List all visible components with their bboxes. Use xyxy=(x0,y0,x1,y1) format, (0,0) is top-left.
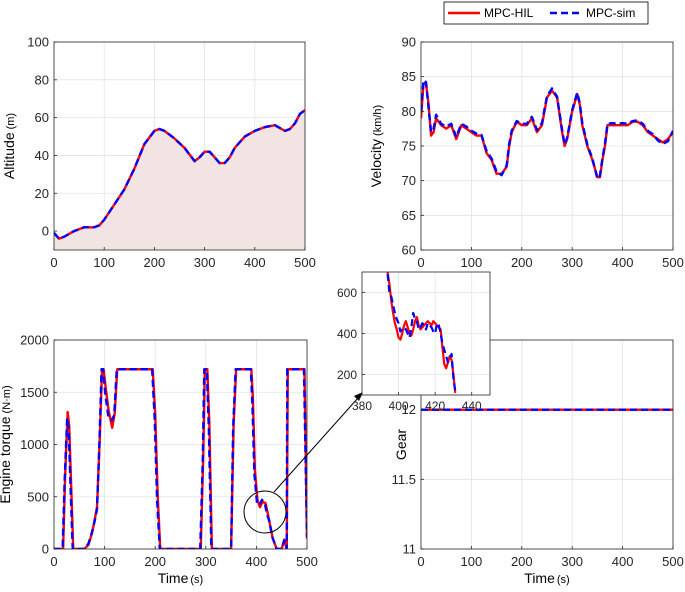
inset-series-mpc-sim xyxy=(386,273,457,392)
engine_torque-ytick-label: 2000 xyxy=(20,333,49,348)
zoom-arrow-line xyxy=(273,397,359,493)
altitude-xtick-label: 400 xyxy=(244,255,266,270)
velocity-ytick-label: 70 xyxy=(402,173,416,188)
gear-xtick-label: 100 xyxy=(461,554,483,569)
legend-box xyxy=(443,1,649,25)
gear-xlabel-unit: (s) xyxy=(557,574,570,586)
inset-layer: 380 400 420 440 200 400 600 xyxy=(337,271,491,413)
velocity-xtick-label: 100 xyxy=(461,255,483,270)
altitude-xtick-label: 0 xyxy=(50,255,57,270)
velocity-ytick-label: 60 xyxy=(402,243,416,258)
engine_torque-series-mpc-sim xyxy=(54,368,307,549)
altitude-xtick-label: 300 xyxy=(194,255,216,270)
legend-label-hil: MPC-HIL xyxy=(484,6,534,20)
gear-ytick-label: 11.5 xyxy=(392,472,416,487)
engine_torque-ytick-label: 1000 xyxy=(20,437,49,452)
altitude-area-fill xyxy=(54,110,305,251)
velocity-xtick-label: 0 xyxy=(417,255,424,270)
zoom-circle xyxy=(243,490,287,534)
gear-ylabel: Gear xyxy=(393,429,409,460)
engine_torque-xlabel-unit: (s) xyxy=(190,574,203,586)
engine_torque-xtick-label: 0 xyxy=(50,554,57,569)
engine_torque-axes: 0 100 200 300 400 500 0 500 1000 1500 2000 Engine t… xyxy=(0,333,318,587)
gear-xtick-label: 0 xyxy=(417,554,424,569)
velocity-ytick-label: 85 xyxy=(402,69,416,84)
altitude-xtick-label: 100 xyxy=(93,255,115,270)
altitude-ytick-label: 20 xyxy=(35,186,49,201)
altitude-axes: 0 100 200 300 400 500 0 20 40 60 80 100 Altitude (m) xyxy=(1,35,316,271)
engine_torque-ylabel: Engine torque (N·m) xyxy=(0,385,13,503)
gear-frame xyxy=(420,339,674,550)
engine_torque-ytick-label: 1500 xyxy=(20,385,49,400)
velocity-series-group xyxy=(421,78,673,180)
engine_torque-ylabel-unit: (N·m) xyxy=(1,385,13,413)
altitude-ylabel-unit: (m) xyxy=(5,113,17,130)
engine_torque-series-group xyxy=(54,368,307,549)
engine_torque-ytick-label: 500 xyxy=(27,489,49,504)
gear-xlabel: Time (s) xyxy=(524,570,569,586)
engine_torque-xtick-label: 300 xyxy=(195,554,217,569)
engine_torque-ylabel-text: Engine torque xyxy=(0,416,13,503)
inset-xtick-label: 420 xyxy=(425,399,445,413)
velocity-ytick-label: 90 xyxy=(402,35,416,50)
velocity-xtick-label: 500 xyxy=(662,255,684,270)
engine_torque-xtick-label: 100 xyxy=(94,554,116,569)
engine_torque-ytick-label: 0 xyxy=(42,542,49,557)
inset-xtick-label: 380 xyxy=(352,399,372,413)
inset-ytick-label: 600 xyxy=(337,286,357,300)
axes-layer: 0 100 200 300 400 500020406080100Altitude(m)0… xyxy=(0,35,684,587)
velocity-ytick-label: 80 xyxy=(402,104,416,119)
altitude-ytick-label: 0 xyxy=(42,224,49,239)
gear-xlabel-text: Time xyxy=(524,570,555,586)
velocity-series-mpc-sim xyxy=(421,78,673,180)
velocity-xtick-label: 200 xyxy=(511,255,533,270)
zoom-arrow-head xyxy=(354,392,363,401)
inset-axes: 380 400 420 440 200 400 600 xyxy=(337,271,491,413)
engine_torque-xlabel: Time (s) xyxy=(158,570,203,586)
velocity-ylabel: Velocity (km/h) xyxy=(368,105,384,187)
gear-ytick-label: 12 xyxy=(402,402,416,417)
velocity-ytick-label: 75 xyxy=(402,139,416,154)
velocity-ylabel-text: Velocity xyxy=(368,139,384,187)
gear-xtick-label: 300 xyxy=(561,554,583,569)
altitude-frame xyxy=(53,41,306,251)
inset-xtick-label: 400 xyxy=(389,399,409,413)
velocity-ytick-label: 65 xyxy=(402,208,416,223)
altitude-ylabel: Altitude (m) xyxy=(1,113,17,179)
engine_torque-xtick-label: 500 xyxy=(296,554,318,569)
legend-label-sim: MPC-sim xyxy=(586,6,635,20)
gear-xtick-label: 200 xyxy=(511,554,533,569)
altitude-ytick-label: 60 xyxy=(35,110,49,125)
inset-series-mpc-hil xyxy=(386,272,457,394)
engine_torque-xlabel-text: Time xyxy=(158,570,189,586)
velocity-xtick-label: 300 xyxy=(561,255,583,270)
gear-xtick-label: 500 xyxy=(662,554,684,569)
altitude-ytick-label: 40 xyxy=(35,148,49,163)
inset-ytick-label: 400 xyxy=(337,327,357,341)
velocity-ylabel-unit: (km/h) xyxy=(372,105,384,136)
velocity-xtick-label: 400 xyxy=(612,255,634,270)
inset-ytick-label: 200 xyxy=(337,368,357,382)
altitude-ytick-label: 100 xyxy=(27,35,49,50)
inset-xtick-label: 440 xyxy=(462,399,482,413)
zoom-annotation xyxy=(243,392,363,534)
altitude-xtick-label: 500 xyxy=(294,255,316,270)
altitude-ytick-label: 80 xyxy=(35,72,49,87)
inset-series-group xyxy=(386,272,457,394)
altitude-series-mpc-sim xyxy=(54,109,305,240)
gear-xtick-label: 400 xyxy=(612,554,634,569)
gear-ylabel-text: Gear xyxy=(393,429,409,460)
altitude-xtick-label: 200 xyxy=(144,255,166,270)
velocity-axes: 0 100 200 300 400 500 60 65 70 75 80 85 90 Velocity (k… xyxy=(368,35,684,271)
engine_torque-xtick-label: 200 xyxy=(144,554,166,569)
engine_torque-xtick-label: 400 xyxy=(246,554,268,569)
legend: MPC-HIL MPC-sim xyxy=(443,1,649,25)
gear-ytick-label: 11 xyxy=(403,542,417,557)
altitude-series-group xyxy=(54,109,305,240)
altitude-ylabel-text: Altitude xyxy=(1,132,17,179)
